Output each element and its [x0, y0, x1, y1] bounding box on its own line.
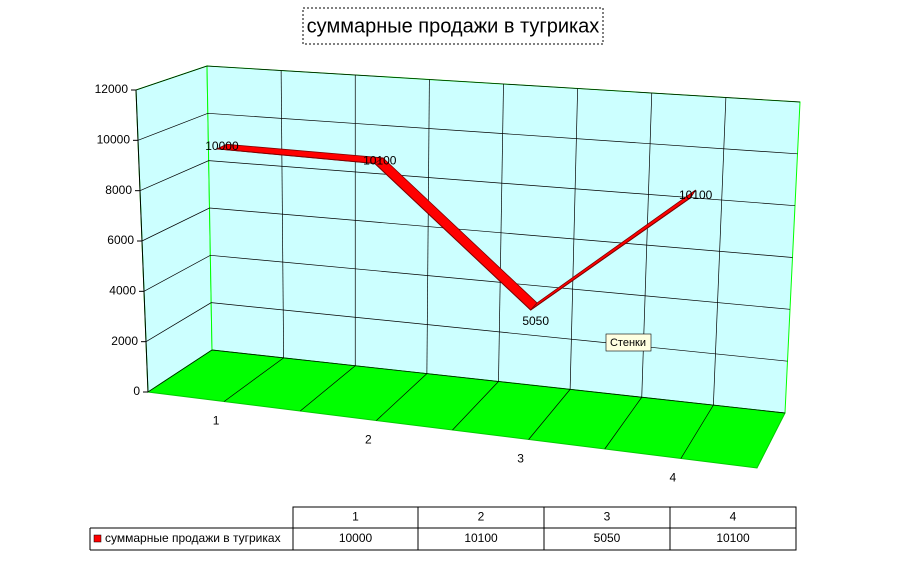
grid-line [139, 160, 796, 207]
grid-line [137, 112, 798, 155]
grid-line [143, 254, 791, 310]
title-box [302, 7, 604, 45]
data-label: 10000 [205, 139, 239, 153]
floor-divider [223, 357, 284, 402]
y-tick-label: 0 [133, 384, 140, 398]
data-label: 10100 [363, 154, 397, 168]
table-value: 10100 [716, 531, 750, 545]
series-line [216, 148, 691, 311]
tooltip-box [605, 333, 652, 352]
x-tick-label: 1 [213, 414, 220, 428]
grid-line [145, 302, 788, 362]
y-tick-label: 6000 [107, 233, 134, 247]
table-header: 1 [352, 510, 359, 524]
table-header: 3 [604, 510, 611, 524]
table-header: 2 [478, 510, 485, 524]
x-tick-label: 4 [670, 471, 677, 485]
data-label: 5050 [522, 314, 549, 328]
table-header: 4 [730, 510, 737, 524]
table-value: 5050 [594, 531, 621, 545]
floor-divider [300, 365, 356, 412]
y-tick-label: 12000 [95, 82, 129, 96]
floor-divider [452, 381, 499, 431]
grid-line [135, 65, 801, 103]
y-tick-label: 10000 [97, 133, 131, 147]
y-tick-label: 2000 [111, 334, 138, 348]
y-tick-label: 8000 [105, 183, 132, 197]
grid-line [147, 349, 786, 414]
legend-swatch [93, 534, 102, 543]
floor-divider [680, 404, 714, 459]
data-label: 10100 [679, 188, 713, 202]
y-axis [135, 89, 149, 393]
floor-divider [604, 397, 643, 450]
y-tick-label: 4000 [109, 284, 136, 298]
chart-title: суммарные продажи в тугриках [307, 15, 600, 37]
left-wall [135, 65, 213, 393]
table-value: 10100 [464, 531, 498, 545]
floor-divider [528, 389, 571, 440]
x-tick-label: 2 [365, 433, 372, 447]
x-tick-label: 3 [517, 452, 524, 466]
table-value: 10000 [339, 531, 373, 545]
floor-divider [376, 373, 428, 421]
legend-label: суммарные продажи в тугриках [105, 531, 281, 545]
grid-line [141, 207, 793, 258]
tooltip: Стенки [610, 337, 646, 349]
